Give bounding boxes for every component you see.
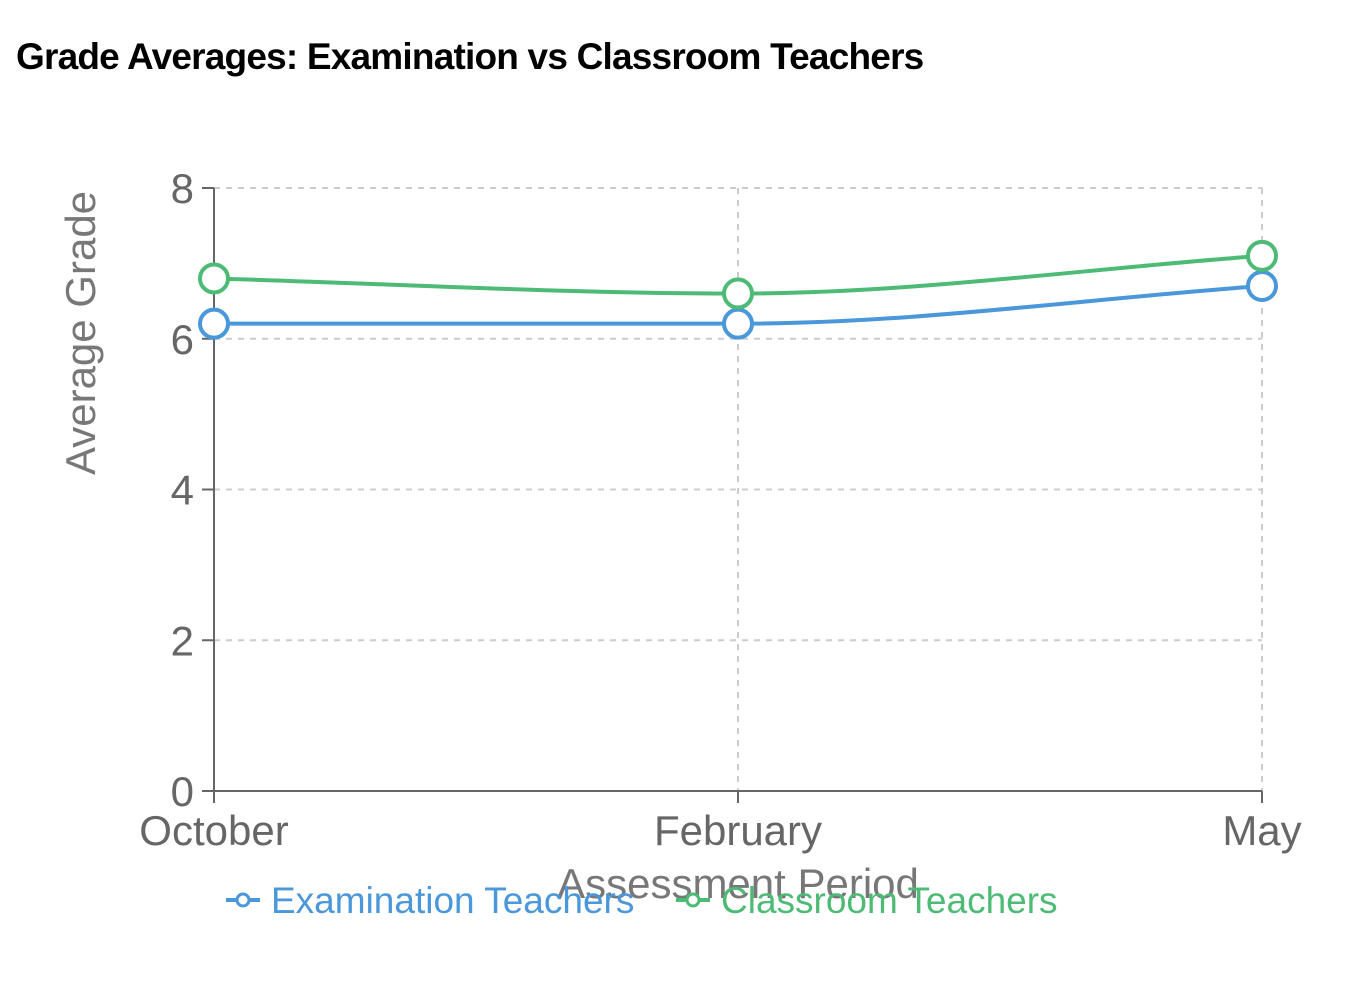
legend-marker-1 bbox=[235, 892, 251, 908]
y-tick-label: 0 bbox=[171, 768, 194, 815]
data-point-series-2 bbox=[722, 277, 754, 310]
chart-title: Grade Averages: Examination vs Classroom… bbox=[16, 36, 924, 77]
x-axis-title: Assessment Period bbox=[557, 860, 919, 907]
legend-label-1: Examination Teachers bbox=[271, 880, 634, 921]
y-tick-label: 2 bbox=[171, 617, 194, 664]
y-tick-label: 4 bbox=[171, 467, 194, 514]
y-axis-title: Average Grade bbox=[57, 191, 104, 475]
legend-label-2: Classroom Teachers bbox=[721, 880, 1058, 921]
y-tick-label: 8 bbox=[171, 165, 194, 212]
x-tick-label: October bbox=[139, 807, 288, 854]
legend-marker-2 bbox=[685, 892, 701, 908]
series bbox=[198, 239, 1278, 340]
data-point-series-1 bbox=[1246, 269, 1278, 302]
x-tick-label: February bbox=[654, 807, 822, 854]
tick-labels: 0 2 4 6 8 October February May bbox=[139, 165, 1301, 854]
data-point-series-1 bbox=[722, 307, 754, 340]
x-tick-label: May bbox=[1222, 807, 1301, 854]
legend: Examination Teachers Classroom Teachers bbox=[226, 880, 1058, 921]
data-point-series-1 bbox=[198, 307, 230, 340]
data-point-series-2 bbox=[1246, 239, 1278, 272]
y-tick-label: 6 bbox=[171, 316, 194, 363]
data-point-series-2 bbox=[198, 262, 230, 295]
